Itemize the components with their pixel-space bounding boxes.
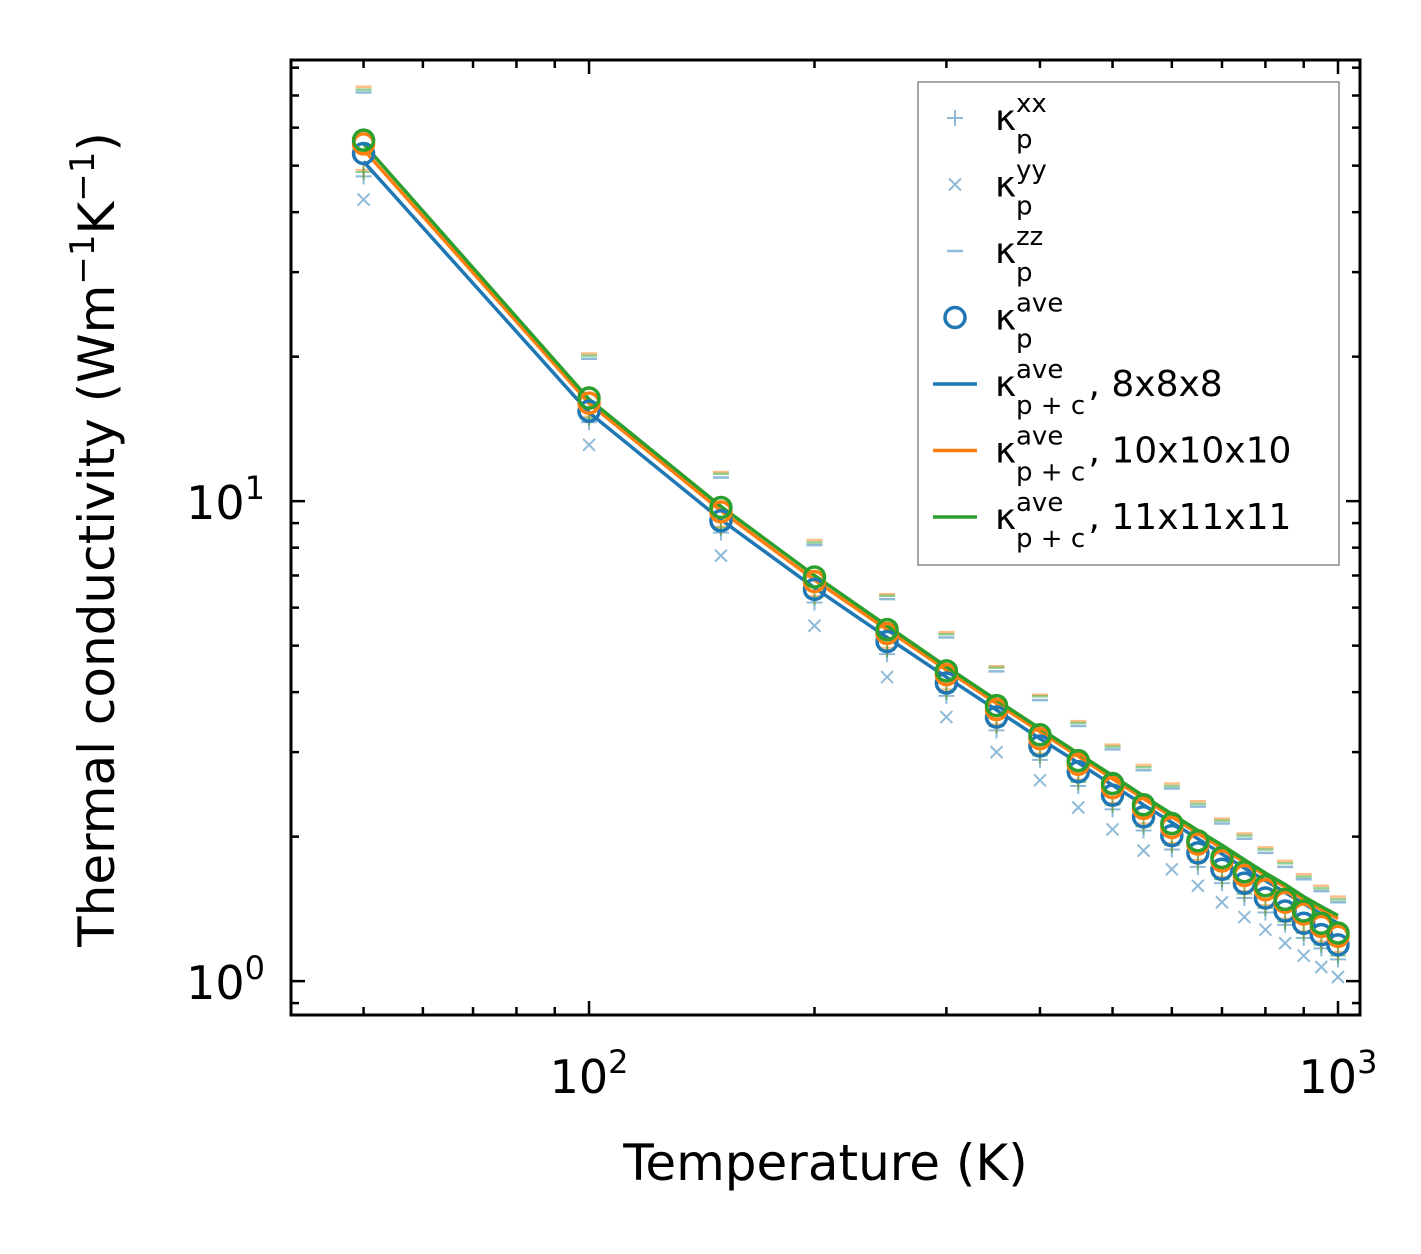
point-kp_yy-1000	[1331, 970, 1345, 984]
point-kp_ave_11-750	[1232, 859, 1257, 884]
legend-item-kp_zz: κzz p	[947, 222, 1043, 288]
series-kp_zz_11	[355, 88, 1346, 901]
point-kp_yy-700	[1215, 895, 1229, 909]
point-kp_ave_11-900	[1291, 899, 1316, 923]
point-kp_yy-800	[1258, 922, 1273, 937]
point-kp_ave_11-550	[1131, 793, 1156, 817]
point-kp_ave-400	[1028, 734, 1052, 758]
legend-handle-kp_ave	[943, 305, 967, 330]
legend-item-kp_yy: κyy p	[948, 156, 1047, 222]
series-kp_zz_10	[355, 85, 1346, 898]
point-kp_ave-100	[577, 399, 601, 423]
x-tick-label: 103	[1299, 1043, 1378, 1104]
point-kp_ave-900	[1291, 911, 1316, 935]
axis-titles: Temperature (K) Thermal conductivity (Wm−…	[63, 132, 1028, 1192]
data-layer	[351, 85, 1350, 984]
point-kp_yy-750	[1237, 910, 1252, 924]
legend-label-kpc_10: κave p + c, 10x10x10	[995, 422, 1291, 488]
series-kp_ave_11	[351, 128, 1350, 945]
x-axis-title: Temperature (K)	[622, 1134, 1027, 1192]
point-kp_ave-500	[1100, 783, 1125, 807]
point-kp_xx_11-50	[355, 163, 372, 180]
point-kp_yy-850	[1278, 936, 1292, 950]
point-kp_yy-100	[582, 438, 596, 452]
point-kp_ave-450	[1066, 760, 1091, 784]
point-kp_ave_11-200	[802, 565, 827, 589]
y-axis-title: Thermal conductivity (Wm−1K−1)	[63, 132, 126, 948]
axes-layer: 102 103 100 101	[186, 58, 1378, 1104]
legend-label-kp_yy: κyy p	[995, 156, 1047, 222]
point-kp_ave-300	[934, 671, 959, 695]
series-kp_yy	[356, 192, 1345, 984]
point-kp_ave-700	[1210, 857, 1234, 882]
point-kp_ave_11-350	[984, 693, 1009, 718]
point-kp_yy-350	[989, 745, 1004, 759]
legend-label-kp_xx: κxx p	[995, 89, 1047, 155]
point-kp_yy-200	[807, 619, 822, 633]
legend-handle-kp_yy	[948, 177, 962, 192]
point-kp_ave_11-1000	[1326, 921, 1350, 945]
point-kp_ave_11-400	[1028, 723, 1052, 747]
point-kp_ave_11-50	[351, 128, 376, 152]
line-kpc_11	[362, 142, 1339, 918]
legend-label-kp_ave: κave p	[995, 289, 1063, 355]
point-kp_ave-150	[709, 509, 733, 533]
legend-item-kpc_11: κave p + c, 11x11x11	[933, 488, 1291, 554]
point-kp_ave_11-250	[875, 617, 899, 642]
point-kp_ave-650	[1186, 841, 1210, 865]
point-kp_ave_11-650	[1186, 829, 1210, 853]
point-kp_ave-950	[1309, 922, 1334, 947]
legend-label-kpc_8: κave p + c, 8x8x8	[995, 355, 1223, 421]
point-kp_ave-1000	[1326, 933, 1350, 957]
point-kp_yy-250	[880, 670, 894, 684]
point-kp_ave_11-850	[1273, 887, 1297, 912]
point-kp_yy-600	[1165, 862, 1179, 876]
legend-item-kp_ave: κave p	[943, 289, 1063, 355]
point-kp_ave_11-600	[1160, 811, 1184, 836]
series-kpc_11	[362, 142, 1339, 918]
legend-handle-kp_xx	[947, 110, 963, 126]
point-kp_yy-500	[1105, 822, 1120, 837]
point-kp_yy-650	[1191, 879, 1205, 893]
point-kp_yy-950	[1314, 960, 1329, 974]
point-kp_yy-450	[1071, 800, 1085, 815]
point-kp_ave_11-500	[1100, 771, 1125, 796]
x-tick-label: 102	[550, 1043, 629, 1104]
point-kp_yy-300	[939, 710, 954, 724]
point-kp_ave-50	[351, 141, 376, 166]
point-kp_ave_11-700	[1210, 845, 1234, 870]
legend-box	[917, 81, 1340, 566]
point-kp_ave-200	[802, 577, 827, 602]
y-tick-label: 100	[186, 949, 265, 1010]
point-kp_yy-900	[1297, 948, 1311, 963]
point-kp_ave-600	[1160, 823, 1184, 848]
point-kp_ave-550	[1131, 805, 1156, 829]
legend-label-kpc_11: κave p + c, 11x11x11	[995, 488, 1291, 554]
point-kp_yy-550	[1136, 843, 1151, 858]
y-tick-label: 101	[186, 469, 265, 530]
point-kp_yy-150	[714, 548, 728, 563]
line-kpc_10	[362, 148, 1339, 921]
plot-frame	[289, 58, 1362, 1017]
series-kp_zz	[355, 91, 1346, 904]
point-kp_ave_11-150	[709, 495, 733, 520]
point-kp_yy-400	[1033, 773, 1047, 788]
point-kp_ave-350	[984, 705, 1009, 729]
point-kp_ave_11-450	[1066, 748, 1091, 773]
point-kp_ave_11-300	[934, 659, 959, 683]
series-kpc_10	[362, 148, 1339, 921]
point-kp_ave_11-950	[1309, 911, 1334, 935]
legend-item-kpc_10: κave p + c, 10x10x10	[933, 422, 1291, 488]
legend-item-kp_xx: κxx p	[947, 89, 1047, 155]
point-kp_yy-50	[356, 192, 371, 207]
legend-label-kp_zz: κzz p	[995, 222, 1043, 288]
point-kp_ave_11-100	[577, 386, 601, 410]
point-kp_ave-250	[875, 629, 899, 654]
legend-item-kpc_8: κave p + c, 8x8x8	[933, 355, 1223, 421]
point-kp_ave_11-800	[1253, 874, 1278, 898]
